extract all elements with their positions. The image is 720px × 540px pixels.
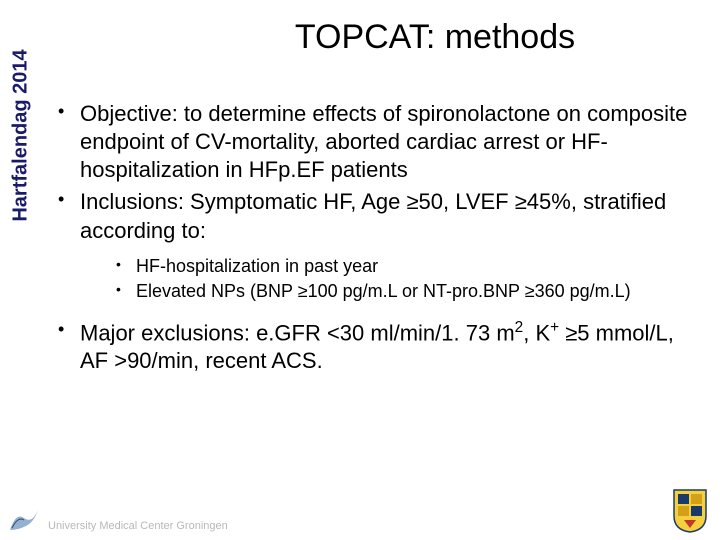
sub-bullet-hf-hosp: HF-hospitalization in past year <box>116 255 690 278</box>
excl-sup1: 2 <box>515 319 524 336</box>
logo-left-icon <box>6 504 42 534</box>
bullet-inclusions: Inclusions: Symptomatic HF, Age ≥50, LVE… <box>58 188 690 303</box>
slide-title: TOPCAT: methods <box>180 18 690 57</box>
sidebar-text: Hartfalendag 2014 <box>10 49 33 221</box>
excl-mid: , K <box>523 320 550 345</box>
bullet-objective: Objective: to determine effects of spiro… <box>58 100 690 184</box>
logo-right-icon <box>670 486 710 534</box>
sub-bullet-list: HF-hospitalization in past year Elevated… <box>80 255 690 304</box>
excl-pre: Major exclusions: e.GFR <30 ml/min/1. 73… <box>80 320 515 345</box>
sidebar-vertical-label: Hartfalendag 2014 <box>0 0 42 270</box>
bullet-list: Objective: to determine effects of spiro… <box>58 100 690 375</box>
excl-sup2: + <box>550 319 559 336</box>
slide-body: Objective: to determine effects of spiro… <box>58 100 690 379</box>
bullet-inclusions-text: Inclusions: Symptomatic HF, Age ≥50, LVE… <box>80 189 666 242</box>
footer-text: University Medical Center Groningen <box>48 520 228 532</box>
sub-bullet-nps: Elevated NPs (BNP ≥100 pg/m.L or NT-pro.… <box>116 280 690 303</box>
bullet-exclusions: Major exclusions: e.GFR <30 ml/min/1. 73… <box>58 318 690 376</box>
